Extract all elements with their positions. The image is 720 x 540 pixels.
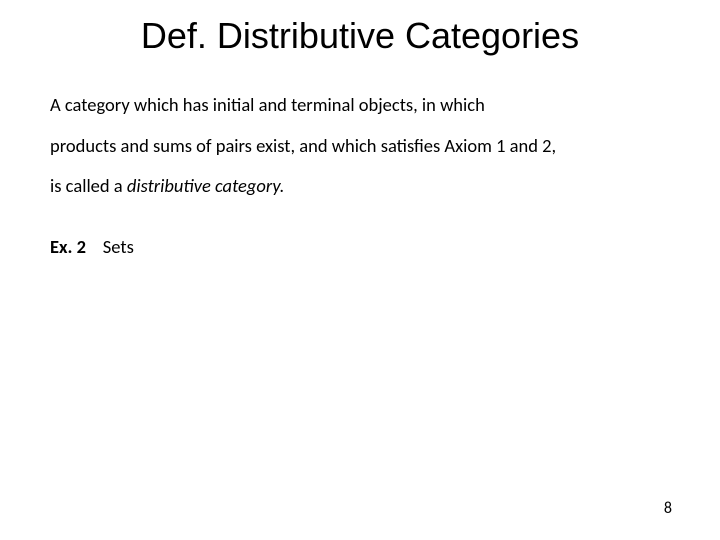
definition-line-3: is called a distributive category. [50, 166, 670, 207]
slide-container: Def. Distributive Categories A category … [0, 0, 720, 540]
definition-line-3-prefix: is called a [50, 174, 127, 197]
example-spacer [90, 235, 98, 258]
page-number: 8 [664, 499, 672, 518]
definition-text: A category which has initial and termina… [50, 85, 670, 207]
slide-title: Def. Distributive Categories [50, 15, 670, 57]
definition-line-1: A category which has initial and termina… [50, 85, 670, 126]
example-label: Ex. 2 [50, 235, 86, 258]
example-block: Ex. 2 Sets [50, 235, 670, 258]
definition-line-2: products and sums of pairs exist, and wh… [50, 126, 670, 167]
example-text: Sets [103, 235, 134, 258]
definition-term: distributive category. [127, 174, 285, 197]
